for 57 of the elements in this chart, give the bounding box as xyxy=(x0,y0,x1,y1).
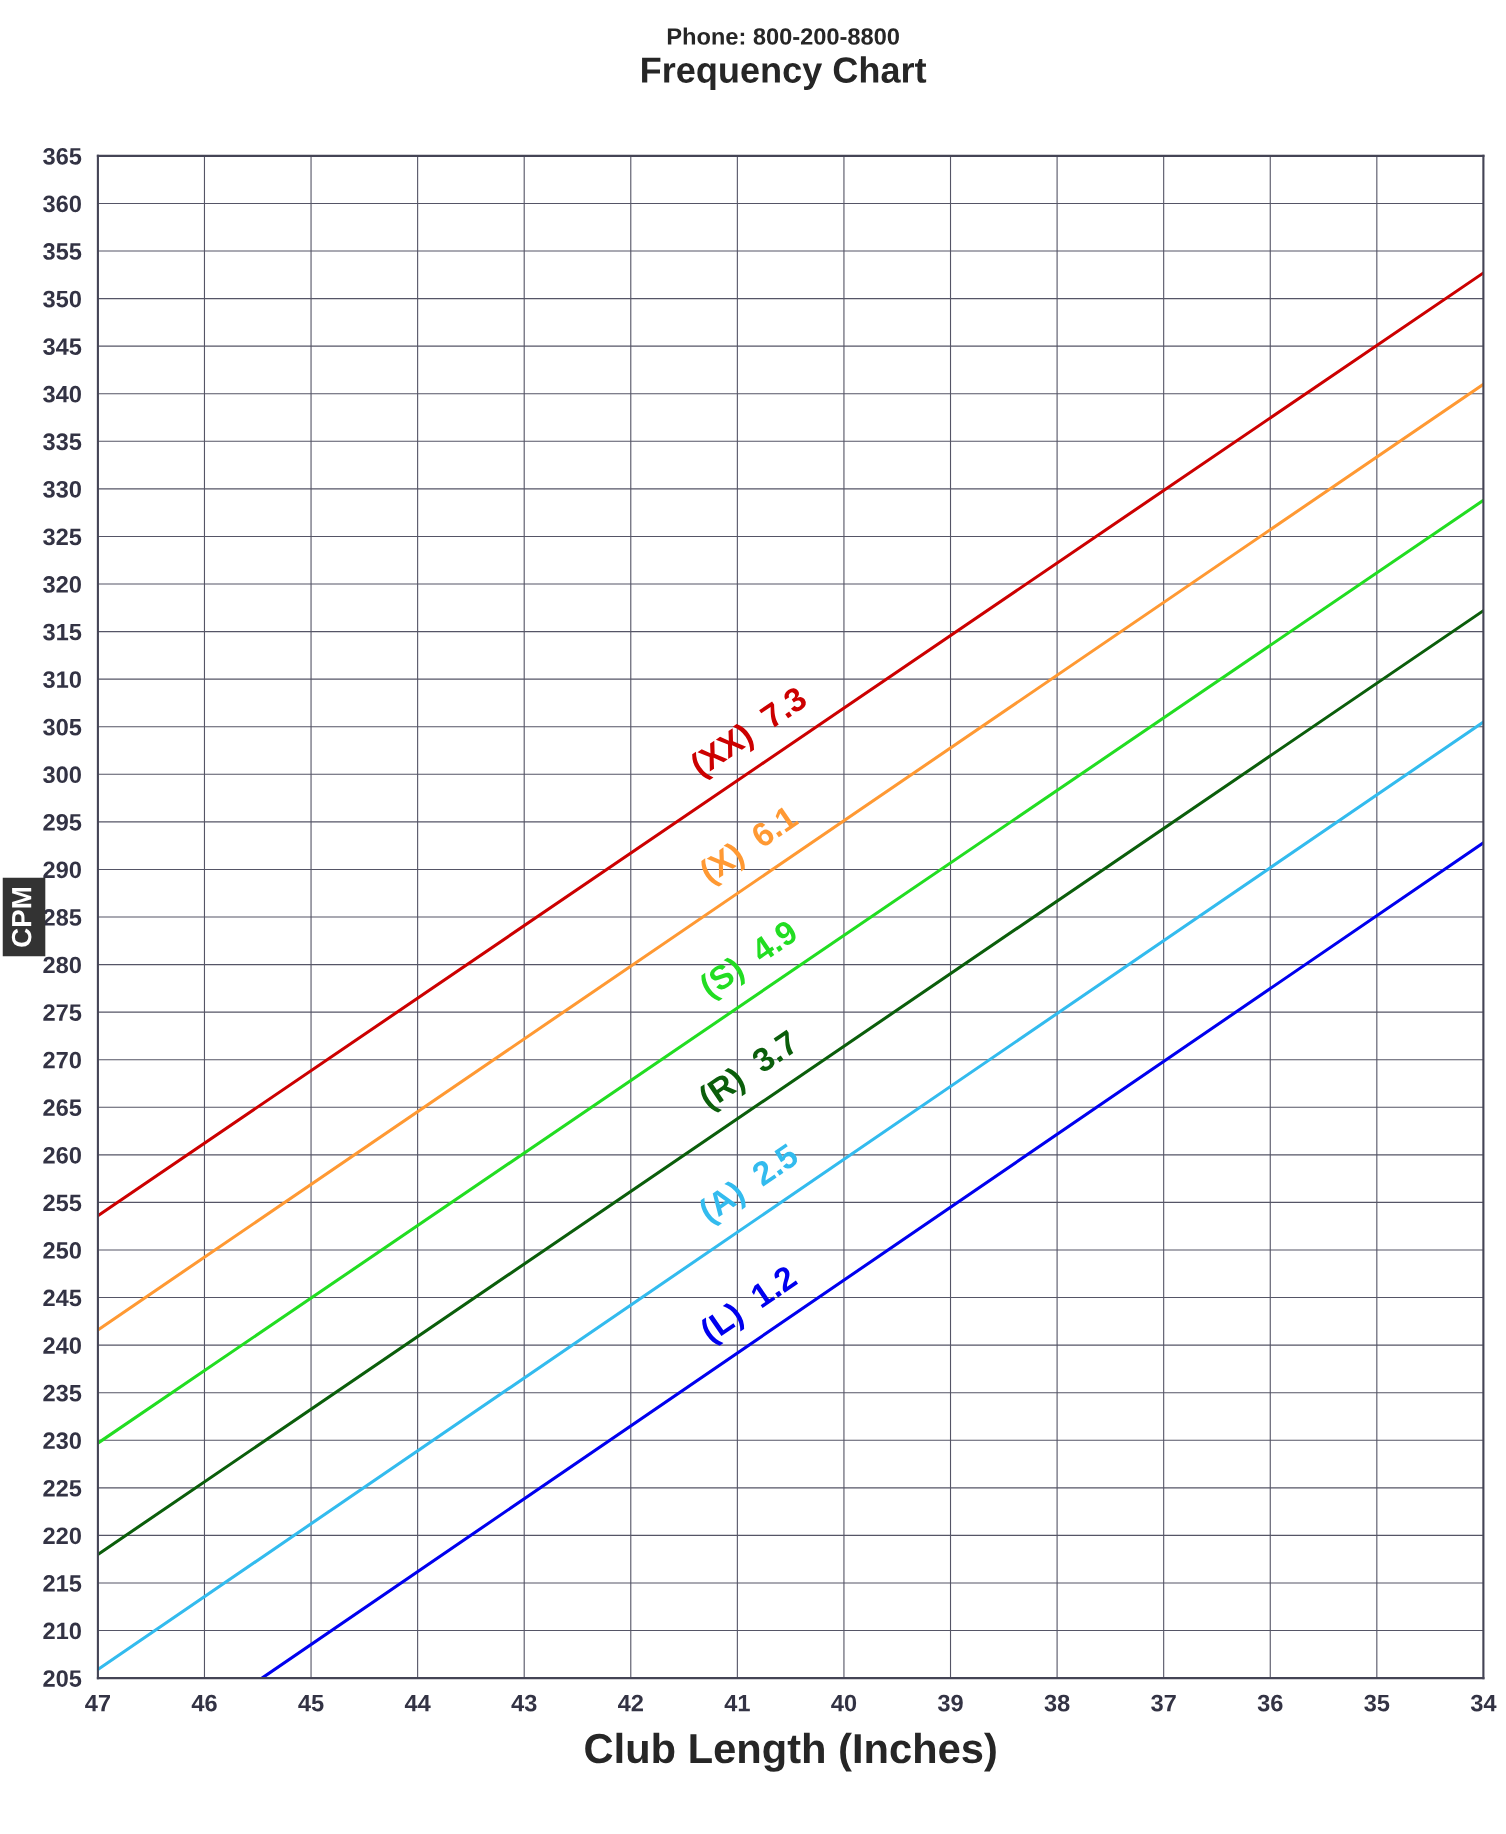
y-tick-label: 345 xyxy=(43,338,82,355)
y-tick-label: 265 xyxy=(43,1099,82,1117)
y-tick-label: 215 xyxy=(43,1575,82,1592)
x-tick-label: 45 xyxy=(298,1694,324,1712)
y-axis-title: CPM xyxy=(11,888,32,947)
y-tick-label: 210 xyxy=(43,1622,81,1640)
x-tick-label: 47 xyxy=(85,1694,110,1712)
x-axis-title: Club Length (Inches) xyxy=(585,1732,996,1772)
x-tick-label: 38 xyxy=(1044,1694,1070,1712)
x-tick-label: 39 xyxy=(937,1694,963,1712)
y-tick-label: 350 xyxy=(43,290,81,308)
x-tick-label: 42 xyxy=(618,1694,643,1712)
y-tick-label: 300 xyxy=(43,766,81,784)
text: (A) 2.5 xyxy=(696,1141,804,1229)
y-tick-label: 245 xyxy=(43,1289,82,1307)
y-tick-label: 250 xyxy=(43,1242,81,1259)
x-tick-label: 36 xyxy=(1257,1694,1283,1712)
y-tick-label: 255 xyxy=(43,1194,82,1212)
x-tick-label: 43 xyxy=(511,1694,537,1712)
y-tick-label: 220 xyxy=(43,1527,81,1545)
y-tick-label: 285 xyxy=(43,909,82,926)
y-tick-label: 290 xyxy=(43,861,81,879)
y-tick-label: 320 xyxy=(43,576,81,593)
x-tick-label: 37 xyxy=(1151,1694,1176,1712)
y-tick-label: 355 xyxy=(43,243,82,260)
text: (R) 3.7 xyxy=(696,1028,804,1116)
text: (X) 6.1 xyxy=(697,803,804,890)
y-tick-label: 305 xyxy=(43,718,82,736)
y-tick-label: 240 xyxy=(43,1337,81,1354)
y-tick-label: 325 xyxy=(43,528,82,546)
y-tick-label: 230 xyxy=(43,1432,81,1450)
y-tick-label: 295 xyxy=(43,813,82,831)
x-tick-label: 41 xyxy=(724,1694,750,1712)
y-tick-label: 335 xyxy=(43,433,82,451)
y-tick-label: 280 xyxy=(43,956,81,974)
y-tick-label: 330 xyxy=(43,480,81,498)
text: (L) 1.2 xyxy=(698,1263,802,1349)
x-tick-label: 35 xyxy=(1364,1694,1390,1712)
y-tick-label: 360 xyxy=(43,195,81,213)
y-tick-label: 205 xyxy=(43,1670,82,1687)
y-tick-label: 275 xyxy=(43,1004,82,1021)
x-tick-label: 34 xyxy=(1470,1694,1497,1712)
x-tick-label: 46 xyxy=(191,1694,217,1712)
y-tick-label: 315 xyxy=(43,623,82,641)
text: (XX) 7.3 xyxy=(688,684,813,783)
y-tick-label: 225 xyxy=(43,1479,82,1497)
x-tick-label: 44 xyxy=(404,1694,431,1712)
y-tick-label: 260 xyxy=(43,1146,81,1164)
text: Phone: 800-200-8800 xyxy=(667,27,899,45)
y-tick-label: 340 xyxy=(43,385,81,403)
x-tick-label: 40 xyxy=(831,1694,857,1712)
y-tick-label: 270 xyxy=(43,1051,81,1069)
y-tick-label: 310 xyxy=(43,671,81,688)
y-tick-label: 365 xyxy=(43,147,82,165)
text: (S) 4.9 xyxy=(697,918,803,1004)
y-tick-label: 235 xyxy=(43,1384,82,1402)
chart-title: Frequency Chart xyxy=(642,56,927,91)
